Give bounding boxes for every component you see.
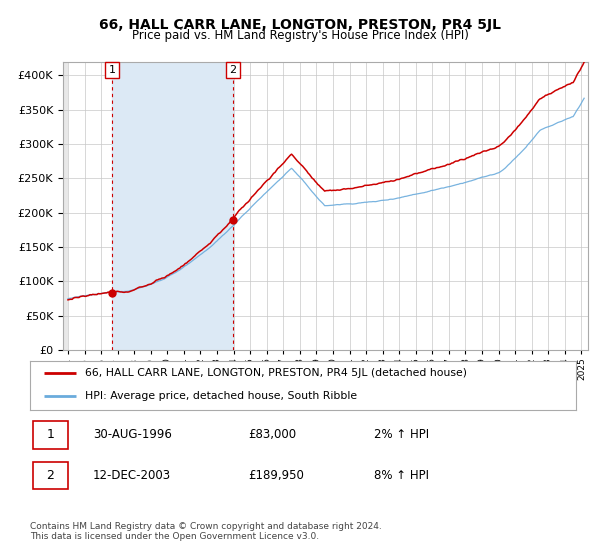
Text: Price paid vs. HM Land Registry's House Price Index (HPI): Price paid vs. HM Land Registry's House … <box>131 29 469 42</box>
Text: 66, HALL CARR LANE, LONGTON, PRESTON, PR4 5JL (detached house): 66, HALL CARR LANE, LONGTON, PRESTON, PR… <box>85 368 467 378</box>
Text: 12-DEC-2003: 12-DEC-2003 <box>93 469 171 482</box>
Text: 8% ↑ HPI: 8% ↑ HPI <box>374 469 429 482</box>
Bar <box>112 62 233 350</box>
Bar <box>59 55 68 350</box>
Text: 2% ↑ HPI: 2% ↑ HPI <box>374 428 429 441</box>
Text: Contains HM Land Registry data © Crown copyright and database right 2024.
This d: Contains HM Land Registry data © Crown c… <box>30 522 382 542</box>
FancyBboxPatch shape <box>33 462 68 489</box>
Text: 30-AUG-1996: 30-AUG-1996 <box>93 428 172 441</box>
Text: 2: 2 <box>229 65 236 75</box>
Text: 1: 1 <box>47 428 55 441</box>
Text: £83,000: £83,000 <box>248 428 296 441</box>
Text: 66, HALL CARR LANE, LONGTON, PRESTON, PR4 5JL: 66, HALL CARR LANE, LONGTON, PRESTON, PR… <box>99 18 501 32</box>
FancyBboxPatch shape <box>33 421 68 449</box>
Text: £189,950: £189,950 <box>248 469 304 482</box>
Text: 2: 2 <box>47 469 55 482</box>
Text: HPI: Average price, detached house, South Ribble: HPI: Average price, detached house, Sout… <box>85 391 357 401</box>
Text: 1: 1 <box>109 65 116 75</box>
